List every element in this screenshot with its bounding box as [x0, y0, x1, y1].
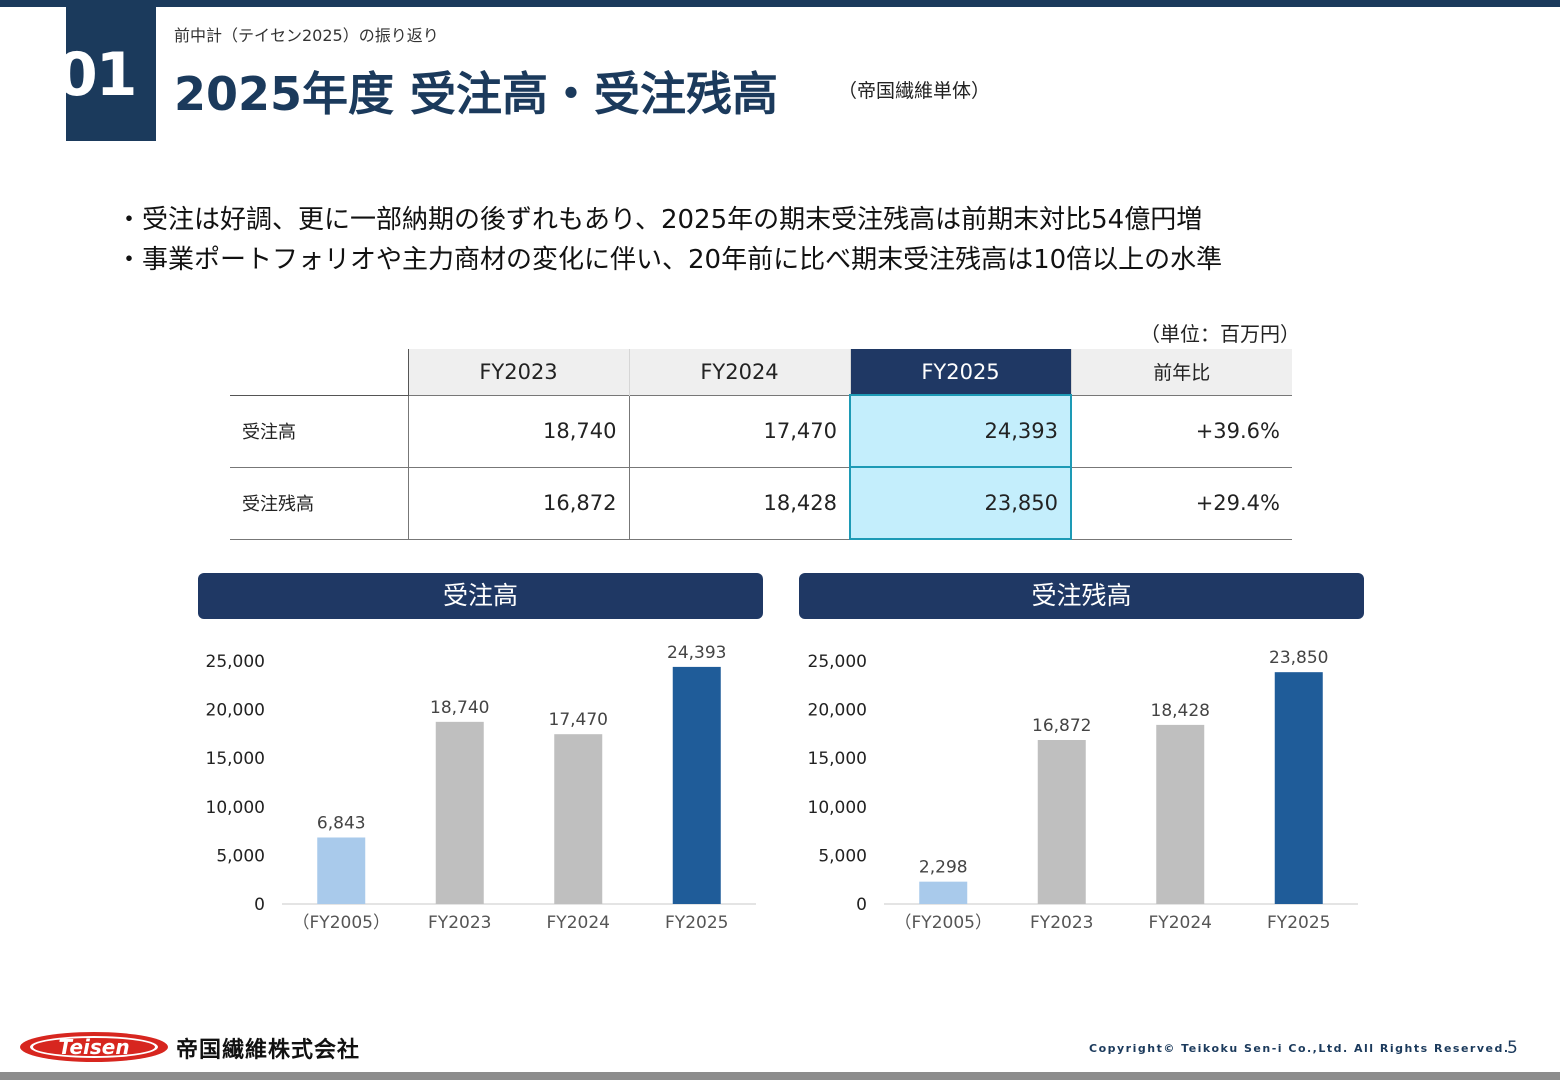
- table-cell: 18,428: [628, 466, 850, 540]
- x-tick-label: FY2024: [1149, 913, 1212, 933]
- x-tick-label: FY2025: [1267, 913, 1330, 933]
- data-label: 24,393: [667, 643, 726, 663]
- svg-text:Teisen: Teisen: [58, 1035, 129, 1059]
- breadcrumb: 前中計（テイセン2025）の振り返り: [174, 26, 439, 45]
- x-tick-label: （FY2005）: [895, 913, 992, 933]
- bar: [317, 837, 366, 904]
- table-cell: 18,740: [407, 394, 629, 468]
- unit-note: （単位：百万円）: [1140, 322, 1300, 346]
- bar: [435, 721, 484, 904]
- chart-header-backlog: 受注残高: [799, 573, 1364, 619]
- teisen-logo: Teisen: [20, 1032, 168, 1062]
- bottom-bar: [0, 1072, 1560, 1080]
- data-label: 6,843: [317, 813, 366, 833]
- page-title: 2025年度 受注高・受注残高: [174, 67, 779, 121]
- table-header-fy2024: FY2024: [628, 349, 850, 395]
- y-tick-label: 0: [254, 895, 265, 915]
- bullet-item: ・事業ポートフォリオや主力商材の変化に伴い、20年前に比べ期末受注残高は10倍以…: [116, 245, 1223, 275]
- table-header-fy2025: FY2025: [849, 349, 1071, 395]
- y-tick-label: 10,000: [206, 798, 265, 818]
- company-name: 帝国繊維株式会社: [176, 1038, 361, 1063]
- x-tick-label: （FY2005）: [293, 913, 390, 933]
- table-cell: 16,872: [407, 466, 629, 540]
- bar: [1037, 740, 1086, 904]
- table-cell: 17,470: [628, 394, 850, 468]
- data-label: 23,850: [1269, 648, 1328, 668]
- row-label: 受注高: [230, 394, 408, 468]
- y-tick-label: 20,000: [206, 701, 265, 721]
- y-tick-label: 15,000: [206, 749, 265, 769]
- data-label: 18,740: [430, 698, 489, 718]
- data-label: 17,470: [549, 710, 608, 730]
- bar: [672, 666, 721, 904]
- table-row: 受注高 18,740 17,470 24,393 +39.6%: [230, 394, 1292, 468]
- table-cell: +29.4%: [1070, 466, 1292, 540]
- table-row: 受注残高 16,872 18,428 23,850 +29.4%: [230, 466, 1292, 540]
- row-label: 受注残高: [230, 466, 408, 540]
- bullet-list: ・受注は好調、更に一部納期の後ずれもあり、2025年の期末受注残高は前期末対比5…: [116, 200, 1222, 280]
- x-tick-label: FY2023: [428, 913, 491, 933]
- x-tick-label: FY2024: [547, 913, 610, 933]
- y-tick-label: 20,000: [808, 701, 867, 721]
- top-accent-bar: [0, 0, 1560, 7]
- copyright: Copyright© Teikoku Sen-i Co.,Ltd. All Ri…: [1089, 1042, 1510, 1055]
- table-cell-highlight: 24,393: [849, 394, 1072, 468]
- y-tick-label: 5,000: [818, 846, 867, 866]
- y-tick-label: 10,000: [808, 798, 867, 818]
- table-cell: +39.6%: [1070, 394, 1292, 468]
- bar: [1274, 672, 1323, 904]
- bullet-item: ・受注は好調、更に一部納期の後ずれもあり、2025年の期末受注残高は前期末対比5…: [116, 205, 1203, 235]
- x-tick-label: FY2025: [665, 913, 728, 933]
- section-number: 01: [66, 40, 137, 110]
- y-tick-label: 25,000: [206, 652, 265, 672]
- summary-table: FY2023 FY2024 FY2025 前年比 受注高 18,740 17,4…: [230, 349, 1292, 540]
- y-tick-label: 5,000: [216, 846, 265, 866]
- section-number-block: 01: [66, 7, 156, 141]
- backlog-bar-chart: 0 5,000 10,000 15,000 20,000 25,000 2,298 （FY20…: [808, 648, 1358, 933]
- y-tick-label: 0: [856, 895, 867, 915]
- x-tick-label: FY2023: [1030, 913, 1093, 933]
- page-number: 5: [1507, 1038, 1518, 1058]
- data-label: 2,298: [919, 858, 968, 878]
- data-label: 18,428: [1151, 701, 1210, 721]
- bar: [1156, 724, 1205, 904]
- chart-header-orders: 受注高: [198, 573, 763, 619]
- title-note: （帝国繊維単体）: [838, 80, 991, 102]
- table-cell-highlight: 23,850: [849, 466, 1072, 540]
- orders-bar-chart: 0 5,000 10,000 15,000 20,000 25,000 6,843 （FY20…: [206, 643, 756, 933]
- bar: [554, 734, 603, 904]
- bar: [919, 881, 968, 904]
- table-header-fy2023: FY2023: [407, 349, 629, 395]
- table-header-row: FY2023 FY2024 FY2025 前年比: [230, 349, 1292, 396]
- y-tick-label: 25,000: [808, 652, 867, 672]
- table-header-blank: [230, 349, 408, 396]
- data-label: 16,872: [1032, 716, 1091, 736]
- table-header-yoy: 前年比: [1070, 349, 1292, 395]
- y-tick-label: 15,000: [808, 749, 867, 769]
